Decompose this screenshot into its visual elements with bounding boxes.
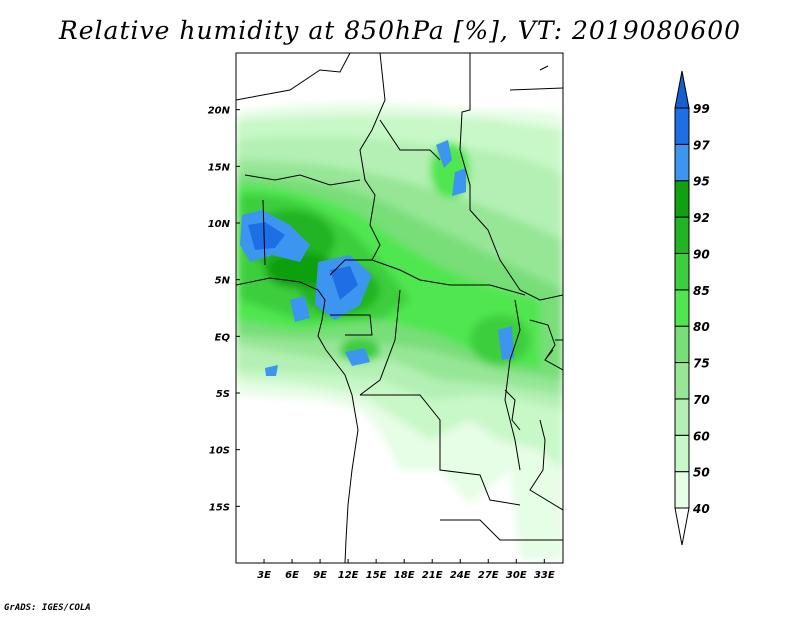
colorbar-level-label: 95 [693,175,710,189]
colorbar-level-label: 85 [693,284,710,298]
plot-title: Relative humidity at 850hPa [%], VT: 201… [58,16,742,45]
colorbar-level-label: 40 [692,502,710,516]
colorbar-level-label: 92 [693,211,710,225]
colorbar-level-label: 60 [693,429,710,443]
colorbar-swatch [674,289,690,327]
lon-label: 21E [422,570,443,581]
colorbar-swatch [674,471,690,509]
colorbar-under-arrow [674,507,690,546]
lon-label: 27E [478,570,499,581]
lat-label: 10N [208,219,231,230]
lat-label: 20N [208,106,231,117]
coastlines-borders [236,53,563,563]
grads-credit: GrADS: IGES/COLA [4,603,91,613]
lat-label: EQ [215,332,231,343]
lat-label: 5S [216,389,230,400]
colorbar-level-label: 99 [693,102,710,116]
colorbar-swatch [674,398,690,436]
colorbar-over-arrow [674,70,690,109]
colorbar-level-label: 80 [693,320,710,334]
lon-label: 12E [338,570,359,581]
saturated-areas [240,140,514,376]
colorbar-swatch [674,252,690,291]
lon-label: 30E [506,570,527,581]
longitude-labels: 3E 6E 9E 12E 15E 18E 21E 24E 27E 30E 33E [257,559,555,581]
lon-label: 24E [450,570,471,581]
colorbar-level-label: 70 [693,393,710,407]
map-frame [235,52,564,564]
colorbar-swatch [674,362,690,400]
lat-label: 5N [215,276,231,287]
colorbar-level-label: 90 [693,247,710,261]
lon-label: 15E [366,570,387,581]
lat-label: 15N [208,162,231,173]
lon-label: 18E [394,570,415,581]
colorbar-level-label: 50 [693,466,710,480]
latitude-labels: 20N 15N 10N 5N EQ 5S 10S 15S [208,106,240,513]
lat-label: 10S [209,446,230,457]
lon-label: 33E [534,570,555,581]
lon-label: 6E [285,570,299,581]
colorbar-swatch [674,180,690,218]
colorbar-swatch [674,325,690,364]
colorbar-swatch [674,434,690,473]
humidity-field [236,53,563,563]
colorbar-level-label: 97 [693,138,710,152]
colorbar-swatch [674,216,690,254]
colorbar-swatch [674,143,690,182]
colorbar-swatch [674,107,690,145]
lon-label: 9E [313,570,327,581]
colorbar-level-label: 75 [693,357,710,371]
lat-label: 15S [209,502,230,513]
lon-label: 3E [257,570,271,581]
colorbar: 40 50 60 70 75 80 85 90 92 95 97 99 [674,70,710,546]
